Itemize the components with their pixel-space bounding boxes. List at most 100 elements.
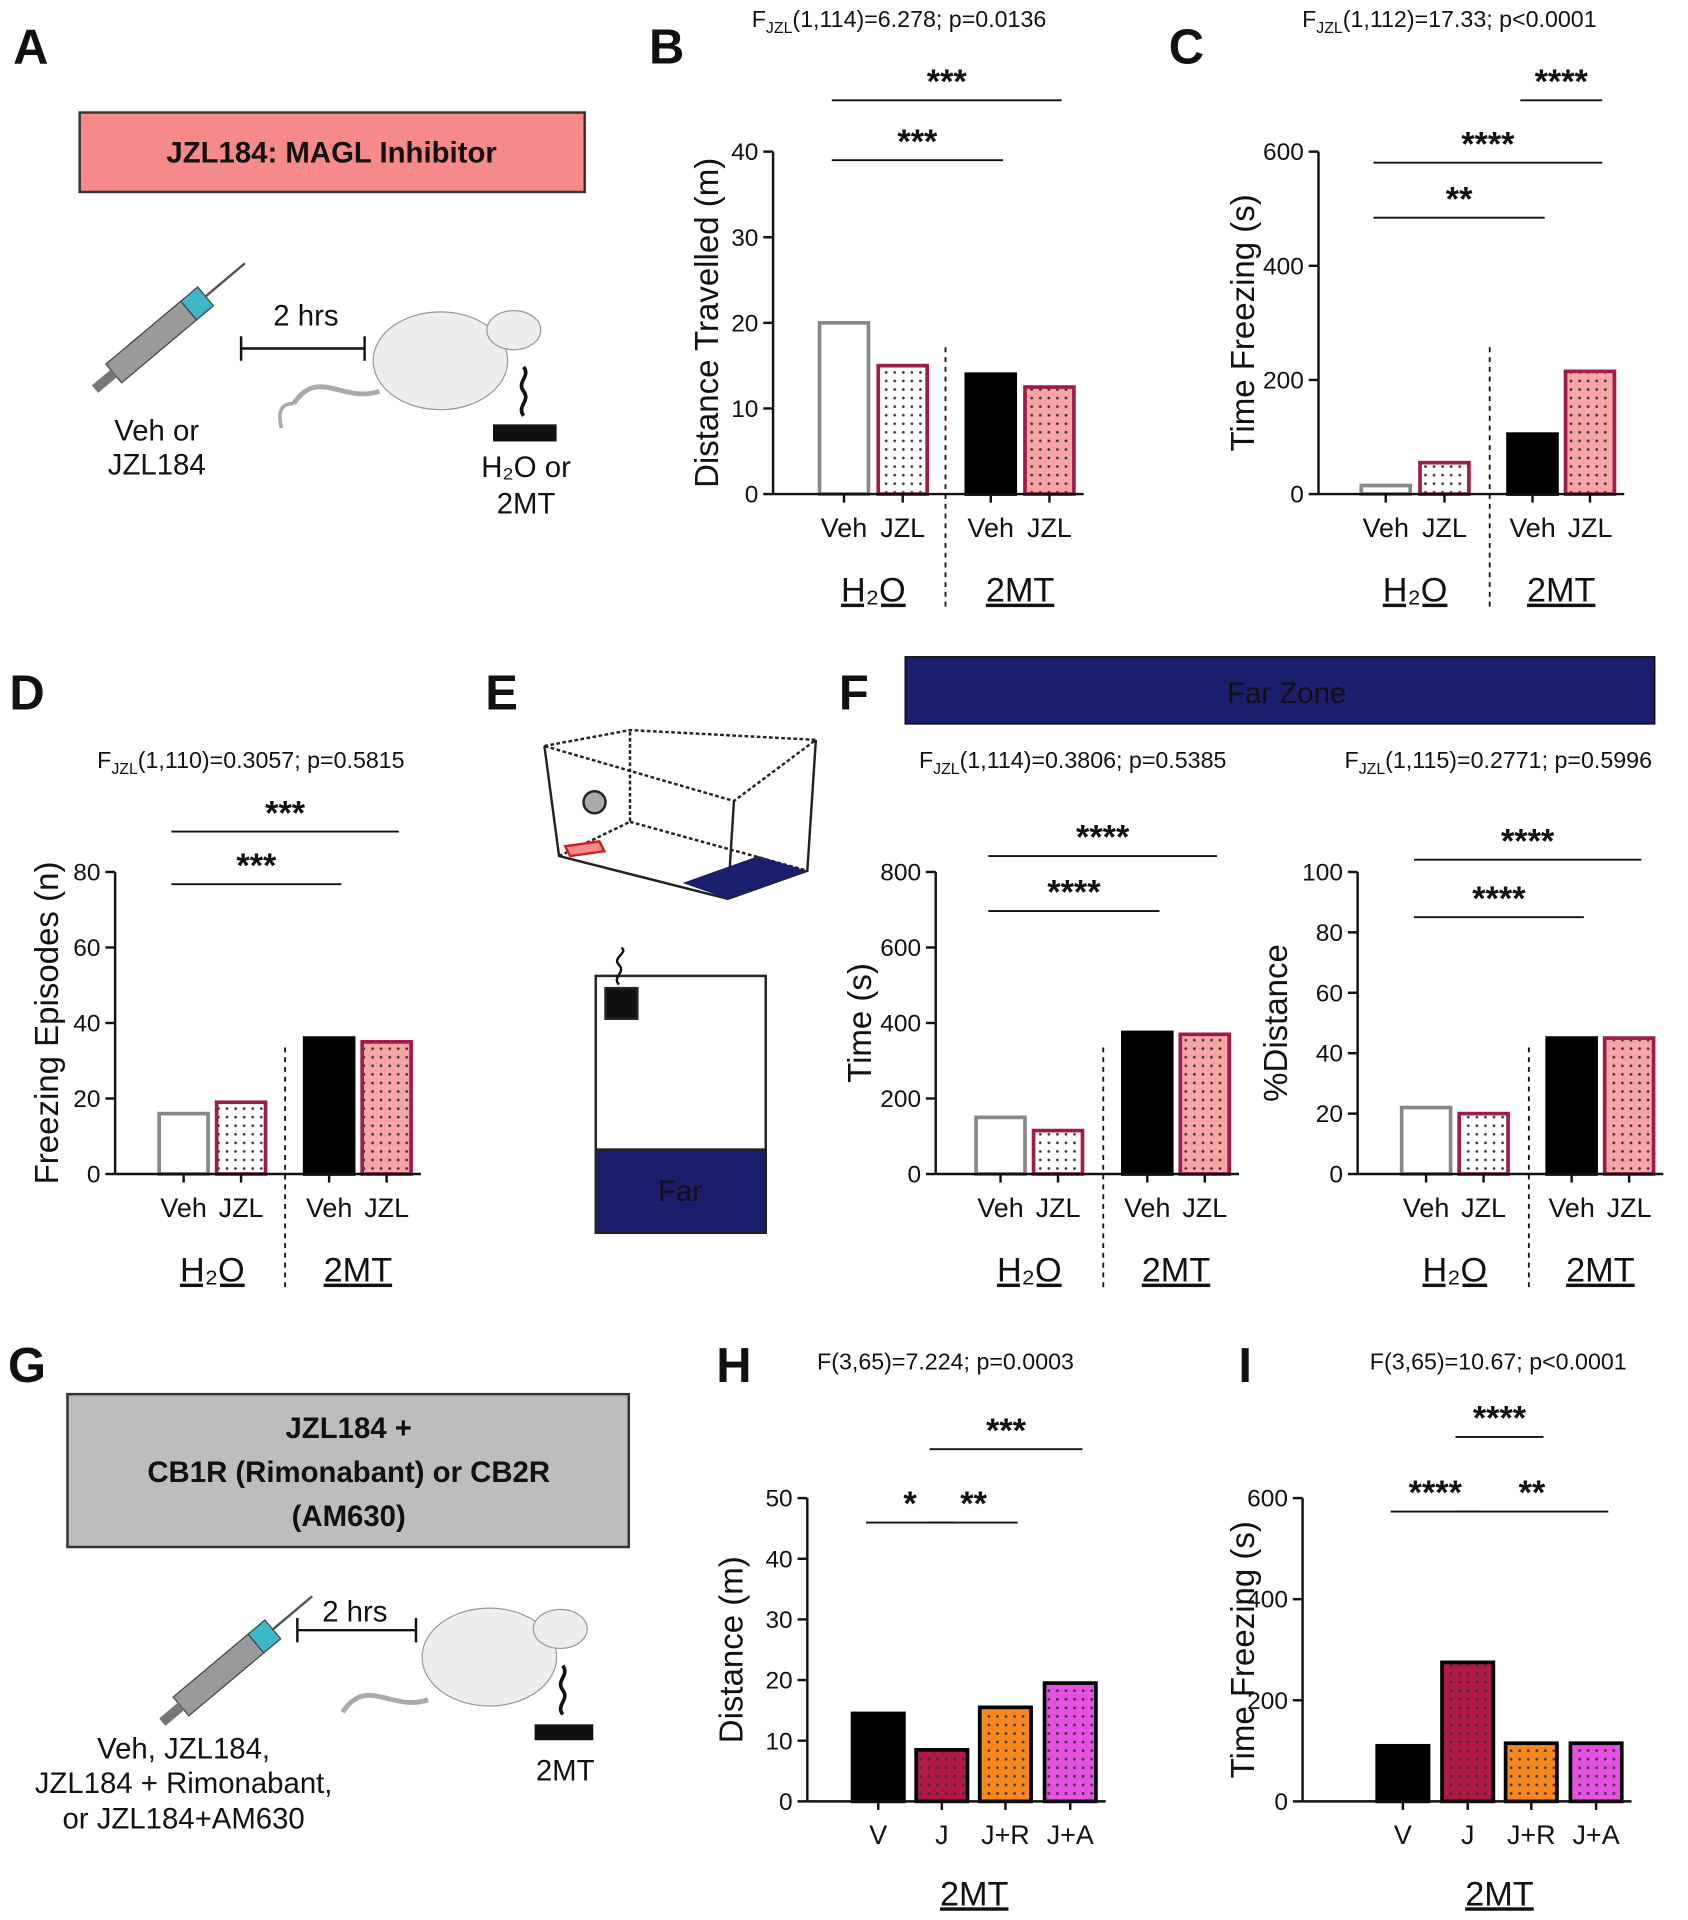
- bar: [850, 1711, 906, 1804]
- treatment: Veh, JZL184,: [97, 1733, 270, 1766]
- y-tick-label: 30: [731, 225, 758, 252]
- bar: [1178, 1032, 1232, 1176]
- bar: [157, 1111, 210, 1176]
- bar: [214, 1100, 268, 1176]
- y-tick-label: 60: [1316, 980, 1343, 1007]
- y-tick-label: 400: [1247, 1587, 1288, 1614]
- x-tick-label: J+A: [1047, 1820, 1094, 1850]
- y-tick-label: 0: [779, 1789, 793, 1816]
- x-tick-label: Veh: [821, 513, 867, 543]
- x-tick-label: Veh: [306, 1193, 352, 1223]
- y-axis-label: Time Freezing (s): [1224, 194, 1261, 451]
- far-zone-banner: [904, 656, 1656, 725]
- y-tick-label: 100: [1302, 860, 1343, 887]
- significance-label: ****: [1047, 874, 1101, 912]
- bar: [1023, 385, 1076, 496]
- stat-prefix: F: [97, 747, 111, 773]
- panel-letter: D: [9, 666, 44, 720]
- y-axis-label: Freezing Episodes (n): [28, 862, 65, 1185]
- panel-letter: H: [716, 1339, 751, 1393]
- significance-label: ***: [927, 63, 968, 101]
- y-tick-label: 60: [73, 935, 100, 962]
- y-tick-label: 200: [880, 1086, 921, 1113]
- group-label: H₂O: [997, 1252, 1062, 1290]
- title-box: [78, 111, 586, 194]
- x-tick-label: Veh: [1124, 1193, 1170, 1223]
- stat: FJZL(1,115)=0.2771; p=0.5996: [1345, 747, 1652, 778]
- box-title: JZL184: MAGL Inhibitor: [166, 137, 496, 170]
- x-tick-label: J: [1461, 1820, 1474, 1850]
- condition: 2MT: [497, 488, 556, 521]
- x-tick-label: JZL: [1461, 1193, 1506, 1223]
- y-tick-label: 0: [745, 482, 759, 509]
- x-tick-label: Veh: [1509, 513, 1555, 543]
- x-tick-label: V: [1394, 1820, 1412, 1850]
- bar: [1506, 432, 1559, 496]
- x-tick-label: J+R: [981, 1820, 1030, 1850]
- stat-text: (3,65)=10.67; p<0.0001: [1384, 1349, 1627, 1375]
- panel-letter: I: [1238, 1339, 1252, 1393]
- bar: [1359, 483, 1413, 496]
- significance-label: ****: [1535, 63, 1589, 101]
- y-tick-label: 0: [87, 1162, 101, 1189]
- significance-label: ****: [1461, 125, 1515, 163]
- y-tick-label: 0: [907, 1162, 921, 1189]
- bar: [964, 372, 1018, 496]
- interval: 2 hrs: [322, 1596, 387, 1629]
- group-label: H₂O: [841, 572, 906, 610]
- bar: [817, 321, 871, 496]
- y-tick-label: 400: [1263, 253, 1304, 280]
- y-tick-label: 200: [1263, 367, 1304, 394]
- y-tick-label: 80: [1316, 920, 1343, 947]
- bar: [1457, 1111, 1510, 1176]
- x-tick-label: Veh: [1548, 1193, 1594, 1223]
- significance-label: ****: [1076, 819, 1130, 857]
- y-tick-label: 10: [731, 396, 758, 423]
- y-tick-label: 600: [1247, 1486, 1288, 1513]
- y-tick-label: 80: [73, 860, 100, 887]
- y-tick-label: 30: [765, 1607, 792, 1634]
- stat: F(3,65)=7.224; p=0.0003: [817, 1349, 1074, 1375]
- group-label: 2MT: [940, 1875, 1009, 1913]
- y-axis-label: Time (s): [841, 963, 878, 1083]
- x-tick-label: J+R: [1507, 1820, 1556, 1850]
- significance-label: ****: [1409, 1474, 1463, 1512]
- y-axis-label: Time Freezing (s): [1224, 1521, 1261, 1778]
- bar: [1563, 369, 1617, 496]
- banner: Far Zone: [1227, 677, 1346, 710]
- group-label: 2MT: [1527, 572, 1596, 610]
- stat-sub: JZL: [1316, 20, 1343, 37]
- y-tick-label: 0: [1329, 1162, 1343, 1189]
- group-label: H₂O: [1383, 572, 1448, 610]
- bar: [1568, 1741, 1624, 1804]
- bar: [1042, 1681, 1098, 1804]
- panel-letter: G: [8, 1339, 46, 1393]
- group-label: H₂O: [1423, 1252, 1488, 1290]
- x-tick-label: Veh: [977, 1193, 1023, 1223]
- interval: 2 hrs: [273, 299, 338, 332]
- x-tick-label: Veh: [1363, 513, 1409, 543]
- stat-sub: JZL: [766, 20, 793, 37]
- stat-text: (1,115)=0.2771; p=0.5996: [1385, 747, 1652, 773]
- bar: [1440, 1660, 1496, 1804]
- bar: [360, 1040, 413, 1176]
- x-tick-label: JZL: [1036, 1193, 1081, 1223]
- bar: [1031, 1128, 1085, 1176]
- x-tick-label: Veh: [160, 1193, 206, 1223]
- y-tick-label: 40: [1316, 1041, 1343, 1068]
- y-tick-label: 20: [731, 310, 758, 337]
- bar: [1375, 1743, 1431, 1804]
- stat: F(3,65)=10.67; p<0.0001: [1370, 1349, 1627, 1375]
- bar: [977, 1705, 1033, 1804]
- x-tick-label: J: [935, 1820, 948, 1850]
- stat-text: (3,65)=7.224; p=0.0003: [831, 1349, 1074, 1375]
- x-tick-label: JZL: [364, 1193, 409, 1223]
- panel-letter: E: [485, 666, 518, 720]
- y-axis-label: Distance Travelled (m): [688, 158, 725, 488]
- group-label: H₂O: [180, 1252, 245, 1290]
- bar: [914, 1747, 970, 1804]
- y-tick-label: 400: [880, 1011, 921, 1038]
- treatment: or JZL184+AM630: [63, 1802, 305, 1835]
- y-tick-label: 40: [765, 1546, 792, 1573]
- stat-prefix: F: [1302, 6, 1316, 32]
